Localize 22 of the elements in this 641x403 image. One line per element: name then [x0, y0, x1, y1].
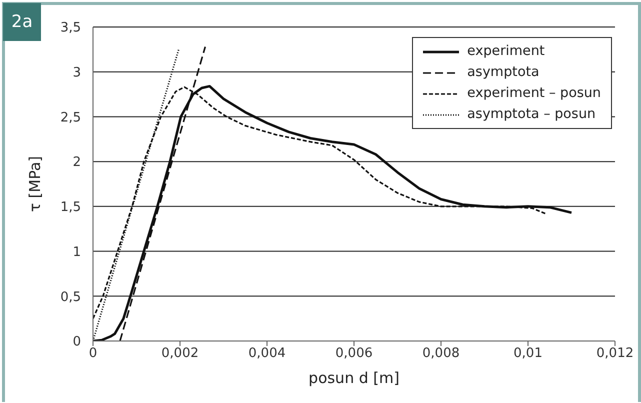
y-tick-label: 1 [72, 244, 81, 260]
legend-label: asymptota – posun [467, 105, 596, 124]
x-tick-label: 0,012 [596, 346, 634, 362]
x-tick-label: 0 [88, 346, 98, 362]
y-tick-label: 2,5 [60, 110, 81, 126]
x-tick-label: 0,002 [161, 346, 199, 362]
legend-label: asymptota [467, 63, 540, 82]
x-tick-label: 0,004 [248, 346, 286, 362]
y-tick-label: 1,5 [60, 200, 81, 216]
legend-label: experiment – posun [467, 84, 601, 103]
y-tick-label: 3,5 [60, 20, 81, 36]
x-tick-label: 0,01 [514, 346, 542, 362]
y-tick-label: 3 [72, 65, 81, 80]
x-tick-label: 0,006 [335, 346, 373, 362]
y-tick-label: 0,5 [60, 290, 81, 305]
y-tick-label: 0 [72, 334, 81, 350]
y-tick-label: 2 [72, 155, 81, 170]
y-axis-title: τ [MPa] [26, 156, 44, 212]
legend-label: experiment [467, 42, 545, 61]
x-axis-title: posun d [m] [308, 369, 400, 387]
text: 2a [3, 3, 41, 41]
x-tick-label: 0,008 [422, 346, 460, 362]
